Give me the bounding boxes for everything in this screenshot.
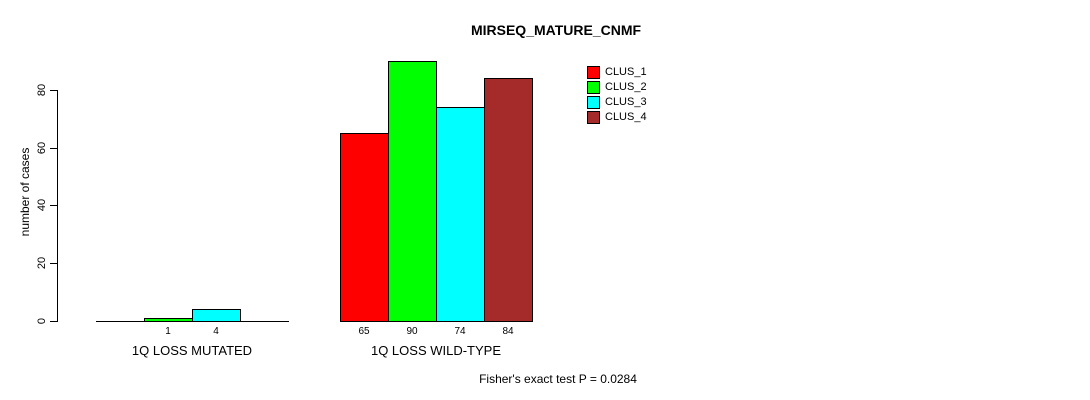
- y-axis-tick: [50, 148, 57, 149]
- y-axis-line: [57, 90, 58, 322]
- y-axis-tick: [50, 263, 57, 264]
- legend-label: CLUS_4: [605, 111, 647, 123]
- y-axis-tick-label: 40: [36, 198, 48, 212]
- legend-label: CLUS_3: [605, 96, 647, 108]
- bar-value-label: 65: [358, 326, 370, 337]
- y-axis-tick-label: 0: [36, 317, 48, 325]
- legend-color-swatch-icon: [587, 66, 600, 79]
- legend-label: CLUS_1: [605, 66, 647, 78]
- bar-value-label: 1: [165, 326, 171, 337]
- x-category-label: 1Q LOSS WILD-TYPE: [370, 343, 502, 358]
- chart-title: MIRSEQ_MATURE_CNMF: [470, 22, 642, 38]
- y-axis-tick: [50, 321, 57, 322]
- bar-clus_2: [144, 318, 193, 322]
- legend-color-swatch-icon: [587, 111, 600, 124]
- legend-label: CLUS_2: [605, 81, 647, 93]
- legend-item: CLUS_2: [587, 80, 647, 95]
- legend-color-swatch-icon: [587, 81, 600, 94]
- bar-clus_3: [436, 107, 485, 322]
- legend-color-swatch-icon: [587, 96, 600, 109]
- bar-value-label: 4: [213, 326, 219, 337]
- fisher-test-footnote: Fisher's exact test P = 0.0284: [479, 372, 637, 386]
- y-axis-tick: [50, 205, 57, 206]
- bar-value-label: 90: [406, 326, 418, 337]
- y-axis-tick-label: 80: [36, 83, 48, 97]
- y-axis-tick: [50, 90, 57, 91]
- bar-clus_4: [484, 78, 533, 322]
- legend-item: CLUS_1: [587, 65, 647, 80]
- bar-value-label: 74: [454, 326, 466, 337]
- bar-value-label: 84: [502, 326, 514, 337]
- bar-clus_1: [340, 133, 389, 322]
- y-axis-tick-label: 60: [36, 141, 48, 155]
- legend: CLUS_1 CLUS_2 CLUS_3 CLUS_4: [587, 65, 647, 125]
- legend-item: CLUS_3: [587, 95, 647, 110]
- x-category-label: 1Q LOSS MUTATED: [131, 343, 253, 358]
- bar-clus_2: [388, 61, 437, 322]
- legend-item: CLUS_4: [587, 110, 647, 125]
- bar-clus_3: [192, 309, 241, 322]
- y-axis-tick-label: 20: [36, 256, 48, 270]
